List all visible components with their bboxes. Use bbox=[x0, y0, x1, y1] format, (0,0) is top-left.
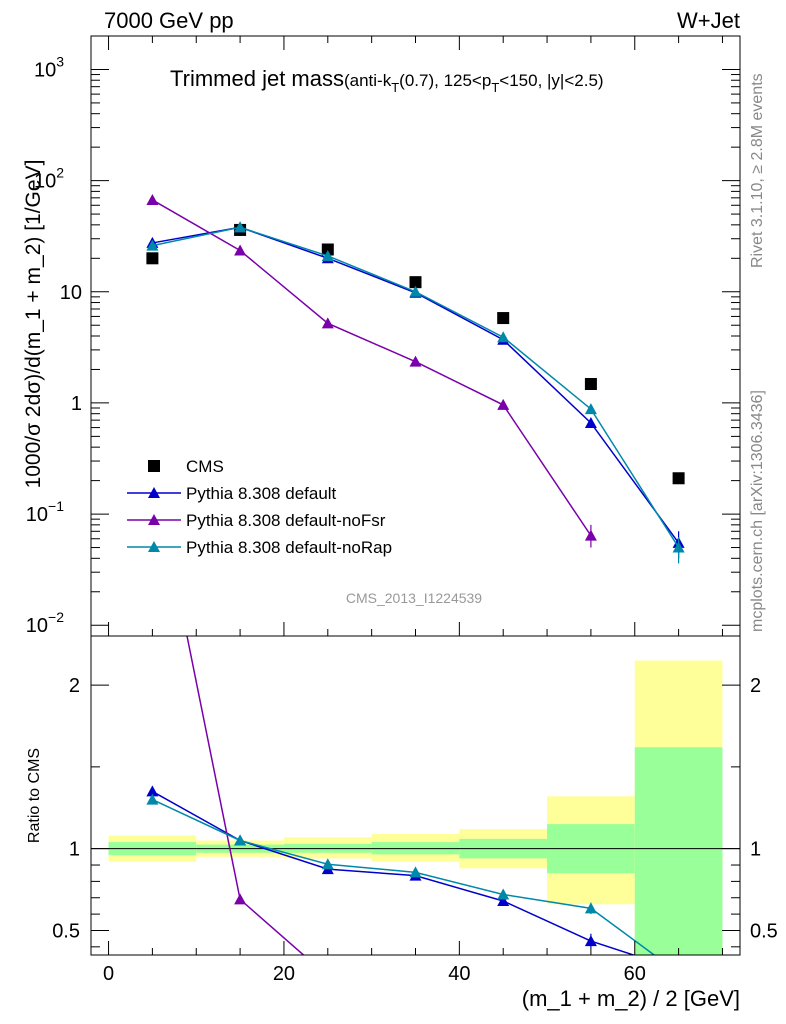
y-tick-label: 10−1 bbox=[26, 498, 64, 526]
ratio-y-tick-label: 0.5 bbox=[52, 920, 80, 942]
ratio-point-default bbox=[497, 895, 510, 907]
ratio-point-noFsr bbox=[234, 893, 247, 905]
y-tick-label: 10 bbox=[60, 282, 82, 304]
ratio-plot-area bbox=[91, 636, 740, 981]
data-point-noFsr bbox=[146, 193, 159, 205]
x-axis-label: (m_1 + m_2) / 2 [GeV] bbox=[522, 986, 740, 1011]
ratio-point-noRap bbox=[321, 858, 334, 870]
uncertainty-band-inner bbox=[634, 747, 723, 955]
main-panel: Trimmed jet mass(anti-kT(0.7), 125<pT<15… bbox=[22, 35, 741, 637]
legend-marker-noRap bbox=[148, 541, 160, 552]
ratio-y-tick-label-right: 2 bbox=[750, 675, 761, 697]
header-right: W+Jet bbox=[677, 8, 740, 33]
y-tick-label: 10−2 bbox=[26, 609, 64, 637]
y-tick-exponent: 2 bbox=[56, 165, 64, 181]
ratio-y-axis-label: Ratio to CMS bbox=[26, 748, 43, 843]
ratio-point-noFsr bbox=[322, 970, 334, 981]
mcplots-label: mcplots.cern.ch [arXiv:1306.3436] bbox=[749, 390, 766, 632]
ratio-point-default bbox=[146, 785, 159, 797]
ratio-y-tick-label-right: 1 bbox=[750, 839, 761, 861]
legend-marker-noFsr bbox=[148, 514, 160, 525]
data-point-cms bbox=[321, 243, 334, 256]
legend-marker-default bbox=[148, 487, 160, 498]
data-point-noFsr bbox=[234, 244, 247, 256]
y-tick-base: 10 bbox=[34, 59, 56, 81]
data-point-noRap bbox=[409, 285, 422, 297]
legend-label: Pythia 8.308 default bbox=[186, 484, 337, 503]
series-line-noFsr bbox=[152, 199, 592, 537]
data-point-noRap bbox=[497, 331, 510, 343]
ratio-point-noRap bbox=[146, 793, 159, 805]
x-tick-label: 40 bbox=[448, 963, 470, 985]
data-point-noFsr bbox=[409, 355, 422, 367]
chart-title: Trimmed jet mass(anti-kT(0.7), 125<pT<15… bbox=[170, 66, 604, 95]
data-point-cms bbox=[497, 312, 510, 325]
ratio-panel-frame bbox=[90, 635, 741, 956]
ratio-point-default bbox=[673, 964, 685, 975]
ratio-point-noRap bbox=[234, 834, 247, 846]
y-tick-label: 102 bbox=[34, 165, 64, 193]
y-tick-exponent: −2 bbox=[48, 609, 64, 625]
chart-title-main: Trimmed jet mass bbox=[170, 66, 344, 91]
chart-title-subscript: T bbox=[491, 80, 499, 95]
ratio-point-noRap bbox=[409, 866, 422, 878]
y-tick-base: 10 bbox=[34, 171, 56, 193]
data-point-noRap bbox=[584, 403, 597, 415]
rivet-label: Rivet 3.1.10, ≥ 2.8M events bbox=[749, 73, 766, 268]
y-tick-label: 103 bbox=[34, 53, 64, 81]
ratio-point-noRap bbox=[673, 967, 685, 978]
data-point-noFsr bbox=[321, 317, 334, 329]
header-left: 7000 GeV pp bbox=[104, 8, 234, 33]
plot-watermark: CMS_2013_I1224539 bbox=[346, 590, 482, 606]
x-tick-label: 60 bbox=[624, 963, 646, 985]
ratio-y-tick-label: 2 bbox=[69, 675, 80, 697]
data-point-default bbox=[584, 416, 597, 428]
y-tick-base: 10 bbox=[60, 282, 82, 304]
legend-label: Pythia 8.308 default-noRap bbox=[186, 538, 392, 557]
data-point-cms bbox=[409, 276, 422, 289]
x-tick-label: 0 bbox=[103, 963, 114, 985]
y-tick-base: 1 bbox=[71, 393, 82, 415]
y-tick-base: 10 bbox=[26, 615, 48, 637]
data-point-noRap bbox=[146, 239, 159, 251]
legend-label: Pythia 8.308 default-noFsr bbox=[186, 511, 386, 530]
y-tick-base: 10 bbox=[26, 504, 48, 526]
data-point-noFsr bbox=[497, 398, 510, 410]
y-tick-label: 1 bbox=[71, 393, 82, 415]
data-point-noRap bbox=[234, 221, 247, 233]
legend-label: CMS bbox=[186, 457, 224, 476]
x-tick-label: 20 bbox=[273, 963, 295, 985]
chart-title-sub: <150, |y|<2.5) bbox=[499, 71, 603, 90]
y-axis-label: 1000/σ 2dσ)/d(m_1 + m_2) [1/GeV] bbox=[22, 160, 45, 489]
data-point-noRap bbox=[321, 249, 334, 261]
ratio-y-tick-label-right: 0.5 bbox=[750, 920, 778, 942]
chart-title-subscript: T bbox=[391, 80, 399, 95]
ratio-y-tick-label: 1 bbox=[69, 839, 80, 861]
chart-title-sub: (0.7), 125<p bbox=[399, 71, 491, 90]
chart-title-sub: (anti-k bbox=[344, 71, 392, 90]
y-tick-exponent: −1 bbox=[48, 498, 64, 514]
data-point-cms bbox=[584, 377, 597, 390]
legend-marker-cms bbox=[148, 460, 160, 472]
data-point-cms bbox=[146, 252, 159, 265]
data-point-cms bbox=[672, 472, 685, 485]
y-tick-exponent: 3 bbox=[56, 53, 64, 69]
